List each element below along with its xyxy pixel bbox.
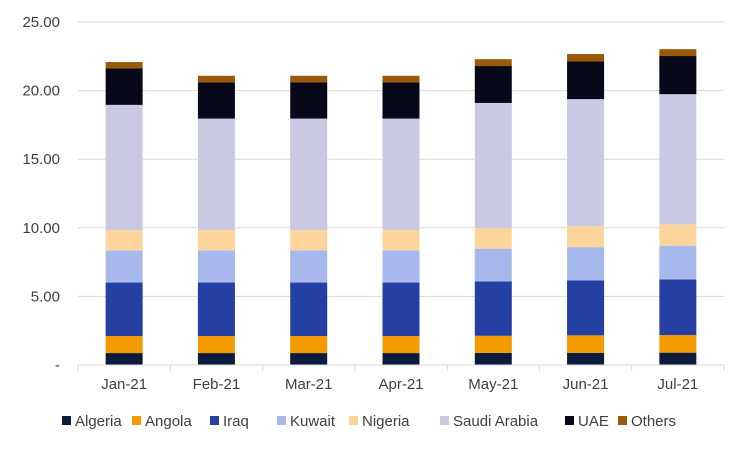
bar-segment xyxy=(197,353,235,365)
x-tick-label: Jul-21 xyxy=(657,376,698,393)
bar-segment xyxy=(290,353,328,365)
y-tick-label: - xyxy=(55,357,60,374)
bar-segment xyxy=(659,245,697,280)
bar-segment xyxy=(474,102,512,229)
bar-segment xyxy=(659,335,697,353)
bar-segment xyxy=(567,99,605,227)
bar-segment xyxy=(474,248,512,282)
x-tick-label: Jun-21 xyxy=(563,376,609,393)
axes xyxy=(77,364,725,371)
bar-segment xyxy=(659,352,697,365)
x-tick-label: Apr-21 xyxy=(378,376,423,393)
y-tick-label: 20.00 xyxy=(22,83,60,100)
legend-item: Algeria xyxy=(62,413,122,430)
bar-segment xyxy=(567,53,605,62)
bar-segment xyxy=(105,336,143,354)
x-tick-label: Mar-21 xyxy=(285,376,333,393)
bar-segment xyxy=(197,82,235,119)
bar-segment xyxy=(474,335,512,353)
bar-segment xyxy=(474,228,512,249)
bar-segment xyxy=(659,56,697,95)
y-tick-label: 25.00 xyxy=(22,14,60,31)
bar-segment xyxy=(382,353,420,365)
bar-segment xyxy=(290,336,328,354)
x-axis-tick-labels: Jan-21 Feb-21 Mar-21 Apr-21 May-21 Jun-21 Jul-… xyxy=(101,376,698,393)
legend-label: Angola xyxy=(145,413,192,430)
bar-segment xyxy=(382,82,420,119)
bar-segment xyxy=(382,118,420,230)
bar-segment xyxy=(290,282,328,337)
bar-segment xyxy=(382,250,420,283)
bar-segment xyxy=(197,282,235,337)
legend-swatch xyxy=(440,416,449,425)
bar-segment xyxy=(105,68,143,105)
y-tick-label: 15.00 xyxy=(22,151,60,168)
bar-segment xyxy=(382,282,420,337)
legend-label: Saudi Arabia xyxy=(453,413,539,430)
bar-segment xyxy=(105,62,143,69)
legend-swatch xyxy=(565,416,574,425)
bar-segment xyxy=(659,224,697,246)
bar-segment xyxy=(197,75,235,83)
bar-segment xyxy=(197,229,235,251)
bar-segment xyxy=(382,229,420,251)
legend-swatch xyxy=(618,416,627,425)
legend-swatch xyxy=(132,416,141,425)
bar-segment xyxy=(567,352,605,365)
legend-item: Nigeria xyxy=(349,413,410,430)
x-tick-label: Jan-21 xyxy=(101,376,147,393)
bar-segment xyxy=(290,82,328,119)
bar-segment xyxy=(659,49,697,57)
bar-segment xyxy=(105,229,143,251)
y-tick-label: 5.00 xyxy=(31,288,60,305)
bar-segment xyxy=(474,59,512,67)
bar-segment xyxy=(567,280,605,336)
bar-segment xyxy=(567,61,605,100)
bar-segment xyxy=(474,352,512,365)
bar-segment xyxy=(105,250,143,283)
legend-item: Others xyxy=(618,413,676,430)
y-tick-label: 10.00 xyxy=(22,220,60,237)
legend-swatch xyxy=(349,416,358,425)
legend-label: Nigeria xyxy=(362,413,410,430)
legend: Algeria Angola Iraq Kuwait Nigeria Saudi Arab… xyxy=(62,413,676,430)
legend-swatch xyxy=(277,416,286,425)
bar-segment xyxy=(567,247,605,281)
bar-segment xyxy=(105,104,143,230)
legend-item: Saudi Arabia xyxy=(440,413,539,430)
bar-segment xyxy=(567,335,605,353)
y-axis-tick-labels: - 5.00 10.00 15.00 20.00 25.00 xyxy=(22,14,60,374)
legend-item: Kuwait xyxy=(277,413,336,430)
bar-segment xyxy=(290,229,328,251)
bar-segment xyxy=(290,250,328,283)
legend-swatch xyxy=(62,416,71,425)
legend-item: Angola xyxy=(132,413,192,430)
legend-label: UAE xyxy=(578,413,609,430)
bar-segment xyxy=(659,279,697,336)
legend-item: UAE xyxy=(565,413,609,430)
bar-segment xyxy=(105,282,143,337)
bar-segment xyxy=(197,118,235,230)
bar-segment xyxy=(474,66,512,103)
bar-segment xyxy=(567,226,605,248)
legend-label: Kuwait xyxy=(290,413,336,430)
bar-segment xyxy=(382,75,420,83)
x-tick-label: May-21 xyxy=(468,376,518,393)
bar-segment xyxy=(197,336,235,354)
bar-segment xyxy=(197,250,235,283)
legend-label: Iraq xyxy=(223,413,249,430)
legend-swatch xyxy=(210,416,219,425)
bars xyxy=(105,49,697,365)
legend-label: Algeria xyxy=(75,413,122,430)
x-tick-label: Feb-21 xyxy=(193,376,241,393)
bar-segment xyxy=(659,94,697,225)
bar-segment xyxy=(290,118,328,230)
bar-segment xyxy=(382,336,420,354)
bar-segment xyxy=(474,281,512,336)
legend-item: Iraq xyxy=(210,413,249,430)
bar-segment xyxy=(290,75,328,83)
legend-label: Others xyxy=(631,413,676,430)
bar-segment xyxy=(105,353,143,365)
